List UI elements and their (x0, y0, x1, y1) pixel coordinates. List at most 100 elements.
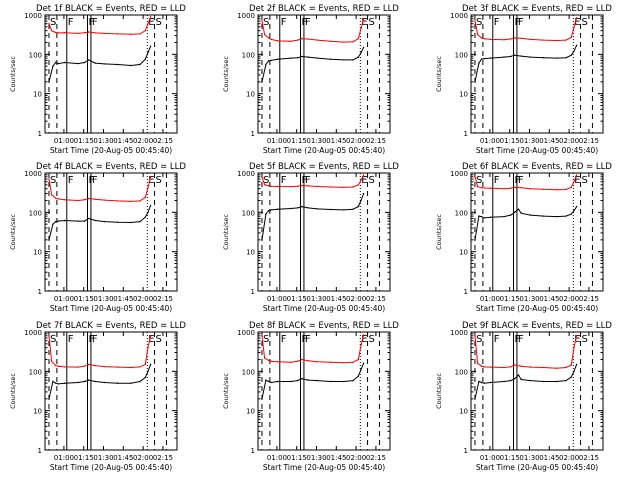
x-tick-label: 02:15 (366, 295, 386, 303)
series-events (48, 363, 152, 400)
x-axis-label: Start Time (20-Aug-05 00:45:40) (476, 146, 598, 155)
marker-label-f: F (518, 175, 524, 186)
data-point (300, 378, 303, 380)
data-point (149, 45, 152, 47)
data-point (139, 220, 141, 223)
x-tick-label: 01:45 (113, 295, 133, 303)
data-point (357, 56, 359, 58)
y-axis-label: Counts/sec (435, 214, 443, 250)
data-point (296, 207, 299, 209)
data-point (509, 214, 512, 216)
series-line-lld (48, 16, 152, 35)
series-events (261, 362, 365, 400)
data-point (517, 208, 520, 210)
data-point (94, 32, 96, 34)
marker-label-s: S (156, 334, 162, 345)
y-tick-label: 10 (459, 408, 468, 416)
x-tick-label: 01:15 (287, 137, 307, 145)
data-point (130, 382, 132, 384)
data-point (343, 380, 345, 383)
data-point (57, 32, 59, 34)
y-tick-label: 1000 (24, 329, 42, 337)
data-point (513, 364, 516, 366)
data-point (94, 219, 96, 222)
y-tick-label: 1000 (450, 170, 468, 178)
data-point (87, 379, 90, 381)
data-point (130, 64, 132, 67)
data-point (130, 33, 132, 35)
data-point (573, 26, 575, 29)
data-point (509, 366, 512, 368)
series-events (474, 44, 578, 83)
data-point (307, 56, 309, 58)
data-point (343, 209, 345, 211)
data-point (360, 52, 362, 54)
data-point (130, 221, 132, 224)
marker-label-f: F (302, 17, 308, 28)
y-axis-label: Counts/sec (435, 56, 443, 92)
data-point (265, 379, 267, 381)
series-line-events (474, 45, 578, 82)
data-point (503, 39, 505, 41)
data-point (520, 37, 522, 39)
data-point (270, 209, 272, 211)
event-markers: SFFFES (261, 15, 380, 133)
marker-label-s: S (263, 175, 269, 186)
marker-label-f: F (92, 17, 98, 28)
y-tick-label: 1000 (237, 329, 255, 337)
data-point (144, 196, 146, 199)
data-point (529, 214, 532, 216)
data-point (483, 38, 485, 40)
data-point (277, 361, 279, 363)
data-point (480, 37, 483, 39)
data-point (520, 187, 522, 189)
marker-label-f: F (515, 175, 521, 186)
data-point (570, 36, 572, 39)
y-tick-label: 100 (29, 209, 42, 217)
data-point (261, 20, 263, 22)
marker-label-f: F (494, 334, 500, 345)
x-axis-label: Start Time (20-Aug-05 00:45:40) (50, 146, 172, 155)
x-tick-label: 02:00 (346, 295, 366, 303)
marker-label-e: E (361, 175, 367, 186)
x-tick-label: 02:15 (579, 454, 599, 462)
data-point (307, 207, 309, 209)
data-point (48, 81, 50, 83)
y-tick-label: 10 (459, 91, 468, 99)
x-tick-label: 01:15 (500, 137, 520, 145)
data-point (480, 381, 483, 384)
data-point (48, 178, 50, 180)
data-point (575, 335, 578, 337)
x-tick-label: 01:30 (306, 454, 326, 462)
y-tick-label: 1 (464, 447, 468, 455)
y-tick-label: 10 (246, 249, 255, 257)
data-point (54, 31, 57, 34)
data-point (263, 184, 266, 186)
data-point (476, 185, 479, 188)
data-point (483, 187, 485, 189)
event-markers: SFFFES (474, 173, 593, 291)
plot-frame (44, 331, 178, 451)
series-lld (261, 174, 365, 189)
data-point (343, 362, 345, 364)
y-tick-label: 100 (455, 51, 468, 59)
y-tick-label: 1 (38, 288, 42, 296)
event-markers: SFFFES (474, 332, 593, 450)
marker-label-f: F (92, 175, 98, 186)
data-point (87, 363, 90, 366)
data-point (267, 60, 270, 62)
x-axis-label: Start Time (20-Aug-05 00:45:40) (263, 146, 385, 155)
data-point (270, 185, 272, 187)
data-point (352, 208, 354, 210)
data-point (296, 185, 299, 187)
data-point (77, 220, 79, 222)
data-point (556, 39, 558, 42)
data-point (139, 380, 141, 383)
y-tick-label: 1000 (24, 170, 42, 178)
data-point (300, 205, 303, 208)
x-tick-label: 01:15 (287, 454, 307, 462)
data-point (513, 211, 516, 213)
data-point (513, 37, 516, 39)
marker-label-f: F (281, 17, 287, 28)
data-point (329, 380, 332, 383)
